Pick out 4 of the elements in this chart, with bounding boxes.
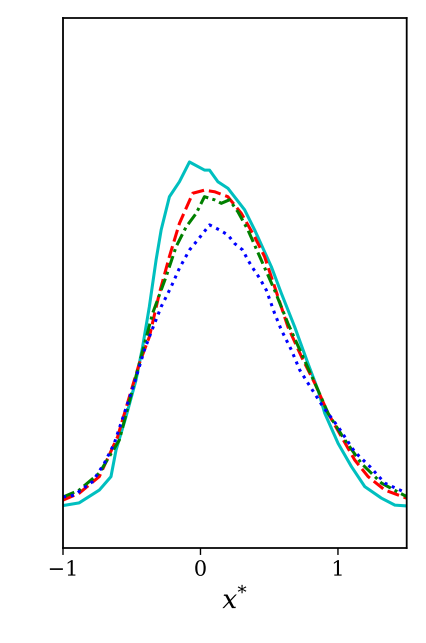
x-tick-label: −1 xyxy=(50,560,76,576)
x-tick-label: 1 xyxy=(334,560,342,576)
x-tick-label: 0 xyxy=(195,560,206,576)
x-axis-title: x$^{*}$ xyxy=(222,584,246,608)
